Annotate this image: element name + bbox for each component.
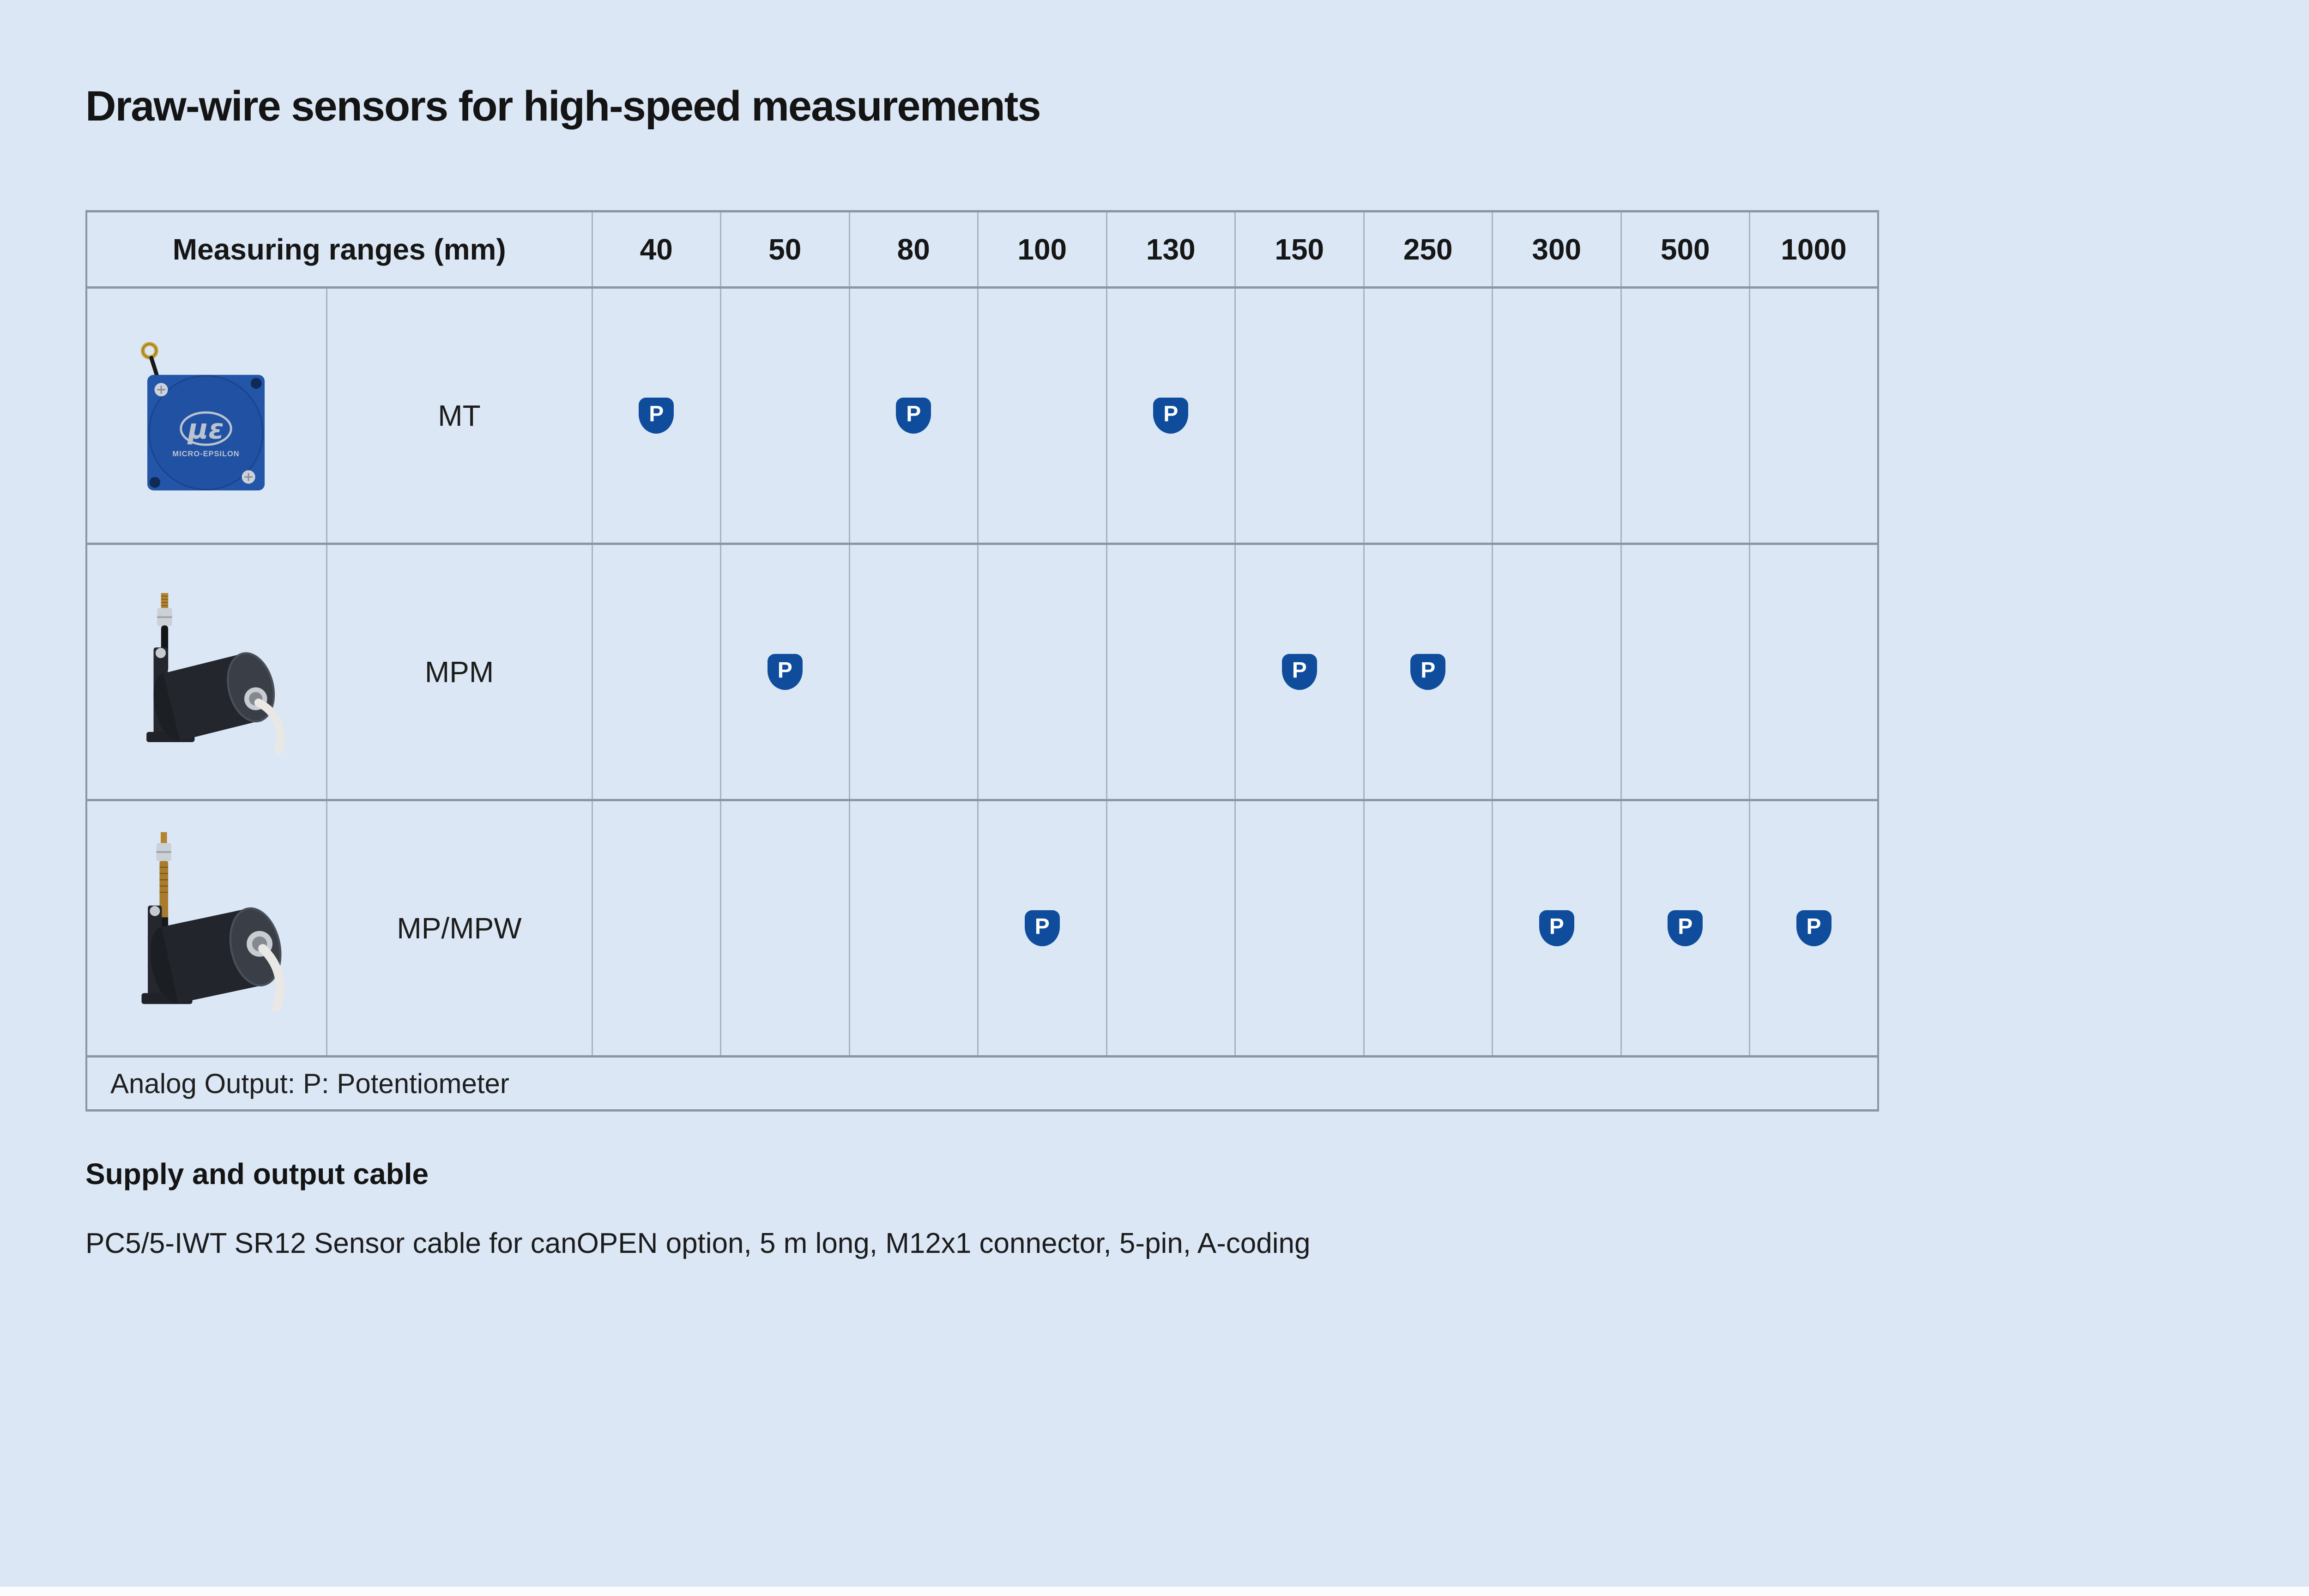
table-body: µε MICRO-EPSILON MT P P P MPM P P P — [85, 286, 1879, 1058]
cell-mp-mpw-40 — [591, 799, 721, 1058]
header-range-50: 50 — [720, 210, 850, 289]
cell-mp-mpw-250 — [1363, 799, 1493, 1058]
header-range-100: 100 — [977, 210, 1107, 289]
cell-mp-mpw-130 — [1106, 799, 1236, 1058]
svg-text:µε: µε — [187, 413, 224, 445]
potentiometer-badge: P — [1668, 910, 1703, 946]
header-range-300: 300 — [1492, 210, 1622, 289]
cell-mt-500 — [1620, 286, 1750, 545]
header-range-130: 130 — [1106, 210, 1236, 289]
header-range-150: 150 — [1234, 210, 1365, 289]
model-label-mpm: MPM — [326, 543, 593, 801]
cell-mpm-300 — [1492, 543, 1622, 801]
potentiometer-badge: P — [1796, 910, 1831, 946]
bottom-edge-strip — [0, 1587, 2309, 1596]
cell-mp-mpw-150 — [1234, 799, 1365, 1058]
cell-mt-300 — [1492, 286, 1622, 545]
measuring-ranges-table: Measuring ranges (mm) 40 50 80 100 130 150 250 3… — [85, 210, 1879, 1112]
row-mp-mpw: MP/MPW P P P P — [85, 799, 1879, 1058]
header-range-1000: 1000 — [1749, 210, 1879, 289]
cell-mt-50 — [720, 286, 850, 545]
potentiometer-badge: P — [1153, 398, 1189, 434]
svg-text:MICRO-EPSILON: MICRO-EPSILON — [173, 450, 240, 458]
cell-mpm-40 — [591, 543, 721, 801]
product-image-cell-mp-mpw — [85, 799, 327, 1058]
header-measuring-ranges-label: Measuring ranges (mm) — [85, 210, 593, 289]
cell-mpm-100 — [977, 543, 1107, 801]
cell-mpm-1000 — [1749, 543, 1879, 801]
product-image-cell-mt: µε MICRO-EPSILON — [85, 286, 327, 545]
mt-sensor-image: µε MICRO-EPSILON — [141, 342, 265, 490]
product-image-cell-mpm — [85, 543, 327, 801]
cell-mt-250 — [1363, 286, 1493, 545]
potentiometer-badge: P — [639, 398, 674, 434]
mpm-sensor-image — [146, 593, 285, 755]
model-label-mt: MT — [326, 286, 593, 545]
cell-mp-mpw-80 — [848, 799, 979, 1058]
cell-mt-40: P — [591, 286, 721, 545]
cell-mpm-500 — [1620, 543, 1750, 801]
cell-mt-80: P — [848, 286, 979, 545]
row-mpm: MPM P P P — [85, 543, 1879, 801]
cell-mpm-250: P — [1363, 543, 1493, 801]
footer-row: Analog Output: P: Potentiometer — [85, 1055, 1879, 1112]
potentiometer-badge: P — [1539, 910, 1574, 946]
mp-mpw-sensor-image — [141, 832, 285, 1012]
potentiometer-badge: P — [1024, 910, 1060, 946]
page-title: Draw-wire sensors for high-speed measure… — [85, 83, 1041, 130]
cell-mpm-150: P — [1234, 543, 1365, 801]
potentiometer-badge: P — [1281, 654, 1317, 690]
row-mt: µε MICRO-EPSILON MT P P P — [85, 286, 1879, 545]
cell-mpm-80 — [848, 543, 979, 801]
cell-mp-mpw-50 — [720, 799, 850, 1058]
notes-heading: Supply and output cable — [85, 1157, 429, 1191]
potentiometer-badge: P — [896, 398, 931, 434]
notes-body: PC5/5-IWT SR12 Sensor cable for canOPEN … — [85, 1227, 1311, 1259]
potentiometer-badge: P — [1410, 654, 1446, 690]
cell-mt-130: P — [1106, 286, 1236, 545]
cell-mt-100 — [977, 286, 1107, 545]
cell-mp-mpw-100: P — [977, 799, 1107, 1058]
cell-mp-mpw-500: P — [1620, 799, 1750, 1058]
cell-mpm-130 — [1106, 543, 1236, 801]
cell-mp-mpw-300: P — [1492, 799, 1622, 1058]
header-range-250: 250 — [1363, 210, 1493, 289]
model-label-mp-mpw: MP/MPW — [326, 799, 593, 1058]
notes-section: Supply and output cable PC5/5-IWT SR12 S… — [85, 1157, 1310, 1260]
analog-output-note: Analog Output: P: Potentiometer — [85, 1055, 1879, 1112]
header-range-40: 40 — [591, 210, 721, 289]
cell-mt-150 — [1234, 286, 1365, 545]
header-range-80: 80 — [848, 210, 979, 289]
header-range-500: 500 — [1620, 210, 1750, 289]
cell-mpm-50: P — [720, 543, 850, 801]
cell-mp-mpw-1000: P — [1749, 799, 1879, 1058]
potentiometer-badge: P — [767, 654, 803, 690]
header-row: Measuring ranges (mm) 40 50 80 100 130 150 250 3… — [85, 210, 1879, 289]
cell-mt-1000 — [1749, 286, 1879, 545]
